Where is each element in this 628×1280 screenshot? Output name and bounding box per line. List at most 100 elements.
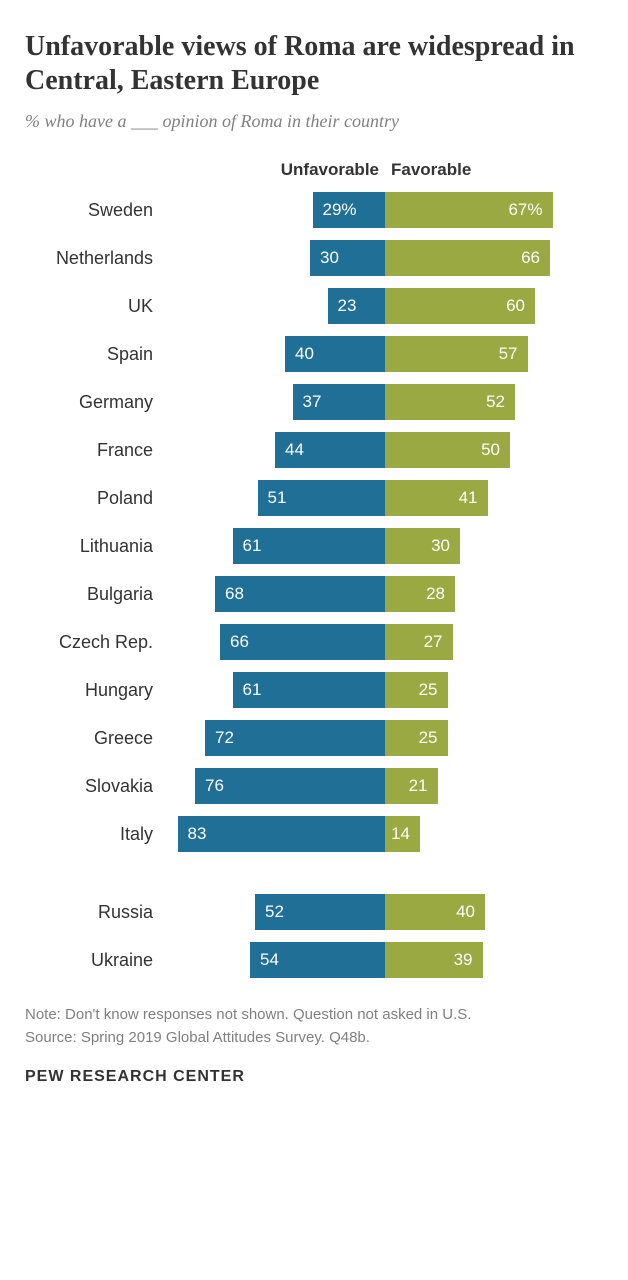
bar-favorable: 66	[385, 240, 550, 276]
header-labels: Unfavorable Favorable	[165, 160, 603, 180]
bar-favorable: 25	[385, 720, 448, 756]
country-label: France	[25, 440, 165, 461]
country-label: Netherlands	[25, 248, 165, 269]
bar-favorable: 60	[385, 288, 535, 324]
bar-unfav-wrap: 29%	[165, 192, 385, 228]
chart-row: France4450	[25, 430, 603, 470]
bars-wrap: 5141	[165, 480, 603, 516]
bar-unfavorable: 76	[195, 768, 385, 804]
bar-unfavorable: 83	[178, 816, 386, 852]
bar-unfav-wrap: 51	[165, 480, 385, 516]
country-label: UK	[25, 296, 165, 317]
chart-source: Source: Spring 2019 Global Attitudes Sur…	[25, 1029, 603, 1046]
bar-unfavorable: 61	[233, 528, 386, 564]
chart-row: Slovakia 7621	[25, 766, 603, 806]
country-label: Lithuania	[25, 536, 165, 557]
header-unfavorable: Unfavorable	[165, 160, 385, 180]
bar-unfavorable: 29%	[313, 192, 386, 228]
country-label: Ukraine	[25, 950, 165, 971]
bar-favorable: 14	[385, 816, 420, 852]
footer-logo: PEW RESEARCH CENTER	[25, 1068, 603, 1086]
chart-note: Note: Don't know responses not shown. Qu…	[25, 1004, 603, 1025]
bar-unfav-wrap: 61	[165, 528, 385, 564]
chart-subtitle: % who have a ___ opinion of Roma in thei…	[25, 111, 603, 132]
bar-unfav-wrap: 40	[165, 336, 385, 372]
chart-row: UK2360	[25, 286, 603, 326]
bar-unfavorable: 52	[255, 894, 385, 930]
chart-row: Greece7225	[25, 718, 603, 758]
bars-wrap: 6130	[165, 528, 603, 564]
header-favorable: Favorable	[385, 160, 471, 180]
chart-row: Sweden29%67%	[25, 190, 603, 230]
bar-favorable: 41	[385, 480, 488, 516]
bars-wrap: 5240	[165, 894, 603, 930]
bar-unfavorable: 72	[205, 720, 385, 756]
chart-row: Lithuania6130	[25, 526, 603, 566]
bars-wrap: 6828	[165, 576, 603, 612]
bars-wrap: 29%67%	[165, 192, 603, 228]
bar-unfavorable: 37	[293, 384, 386, 420]
bars-wrap: 5439	[165, 942, 603, 978]
chart-row: Hungary6125	[25, 670, 603, 710]
chart-column-headers: Unfavorable Favorable	[25, 160, 603, 180]
bar-favorable: 67%	[385, 192, 553, 228]
bar-favorable: 25	[385, 672, 448, 708]
chart-row: Ukraine5439	[25, 940, 603, 980]
bar-favorable: 39	[385, 942, 483, 978]
bar-favorable: 30	[385, 528, 460, 564]
bar-unfav-wrap: 66	[165, 624, 385, 660]
chart-row: Germany 3752	[25, 382, 603, 422]
country-label: Italy	[25, 824, 165, 845]
country-label: Russia	[25, 902, 165, 923]
bars-wrap: 6125	[165, 672, 603, 708]
bar-favorable: 27	[385, 624, 453, 660]
bar-unfavorable: 61	[233, 672, 386, 708]
bars-wrap: 4450	[165, 432, 603, 468]
country-label: Spain	[25, 344, 165, 365]
header-spacer	[25, 160, 165, 180]
bar-favorable: 57	[385, 336, 528, 372]
country-label: Sweden	[25, 200, 165, 221]
chart-title: Unfavorable views of Roma are widespread…	[25, 30, 603, 97]
bar-favorable: 28	[385, 576, 455, 612]
bar-unfavorable: 51	[258, 480, 386, 516]
bar-unfavorable: 54	[250, 942, 385, 978]
bar-unfav-wrap: 76	[165, 768, 385, 804]
chart-row: Spain 4057	[25, 334, 603, 374]
chart-row: Russia5240	[25, 892, 603, 932]
bar-unfav-wrap: 23	[165, 288, 385, 324]
bars-wrap: 2360	[165, 288, 603, 324]
bar-unfav-wrap: 37	[165, 384, 385, 420]
chart-row: Italy8314	[25, 814, 603, 854]
bar-favorable: 40	[385, 894, 485, 930]
bars-wrap: 7225	[165, 720, 603, 756]
bar-unfavorable: 44	[275, 432, 385, 468]
bar-favorable: 21	[385, 768, 438, 804]
bar-favorable: 52	[385, 384, 515, 420]
country-label: Poland	[25, 488, 165, 509]
bar-unfavorable: 30	[310, 240, 385, 276]
bar-unfav-wrap: 83	[165, 816, 385, 852]
bar-unfav-wrap: 52	[165, 894, 385, 930]
country-label: Hungary	[25, 680, 165, 701]
bars-wrap: 8314	[165, 816, 603, 852]
bar-unfavorable: 40	[285, 336, 385, 372]
country-label: Czech Rep.	[25, 632, 165, 653]
bar-unfav-wrap: 72	[165, 720, 385, 756]
chart-row: Bulgaria6828	[25, 574, 603, 614]
chart-row: Netherlands3066	[25, 238, 603, 278]
bar-unfavorable: 68	[215, 576, 385, 612]
country-label: Greece	[25, 728, 165, 749]
bars-wrap: 3066	[165, 240, 603, 276]
country-label: Slovakia	[25, 776, 165, 797]
chart-rows-container: Sweden29%67%Netherlands3066UK2360Spain40…	[25, 190, 603, 980]
bar-unfav-wrap: 68	[165, 576, 385, 612]
bar-unfav-wrap: 30	[165, 240, 385, 276]
bar-unfavorable: 23	[328, 288, 386, 324]
chart-row: Poland5141	[25, 478, 603, 518]
bar-favorable: 50	[385, 432, 510, 468]
bar-unfav-wrap: 61	[165, 672, 385, 708]
country-label: Germany	[25, 392, 165, 413]
bar-unfav-wrap: 54	[165, 942, 385, 978]
bar-unfavorable: 66	[220, 624, 385, 660]
